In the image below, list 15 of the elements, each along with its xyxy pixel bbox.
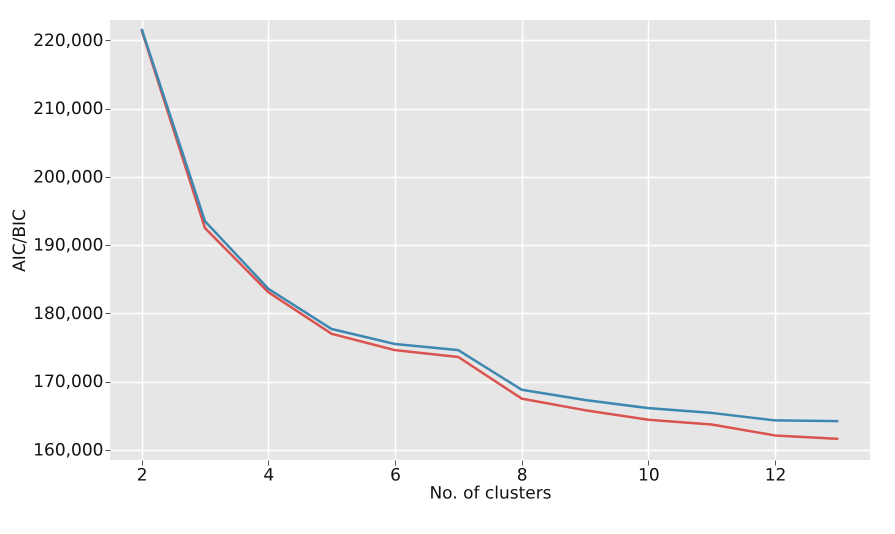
x-tick-label: 10: [638, 466, 660, 486]
x-axis-title: No. of clusters: [429, 484, 552, 504]
y-tick-label: 200,000: [33, 167, 104, 188]
y-axis-title: AIC/BIC: [10, 209, 30, 272]
y-tick-label: 170,000: [33, 372, 104, 392]
x-tick-label: 8: [516, 466, 528, 486]
x-tick-label: 12: [764, 466, 786, 486]
x-tick-label: 6: [390, 466, 401, 486]
y-tick-label: 160,000: [33, 440, 104, 460]
y-tick-label: 180,000: [33, 304, 104, 324]
x-tick-label: 4: [263, 466, 274, 486]
x-tick-label: 2: [136, 466, 148, 486]
y-tick-label: 220,000: [33, 30, 104, 51]
y-tick-label: 210,000: [33, 99, 104, 120]
y-tick-label: 190,000: [33, 236, 104, 256]
